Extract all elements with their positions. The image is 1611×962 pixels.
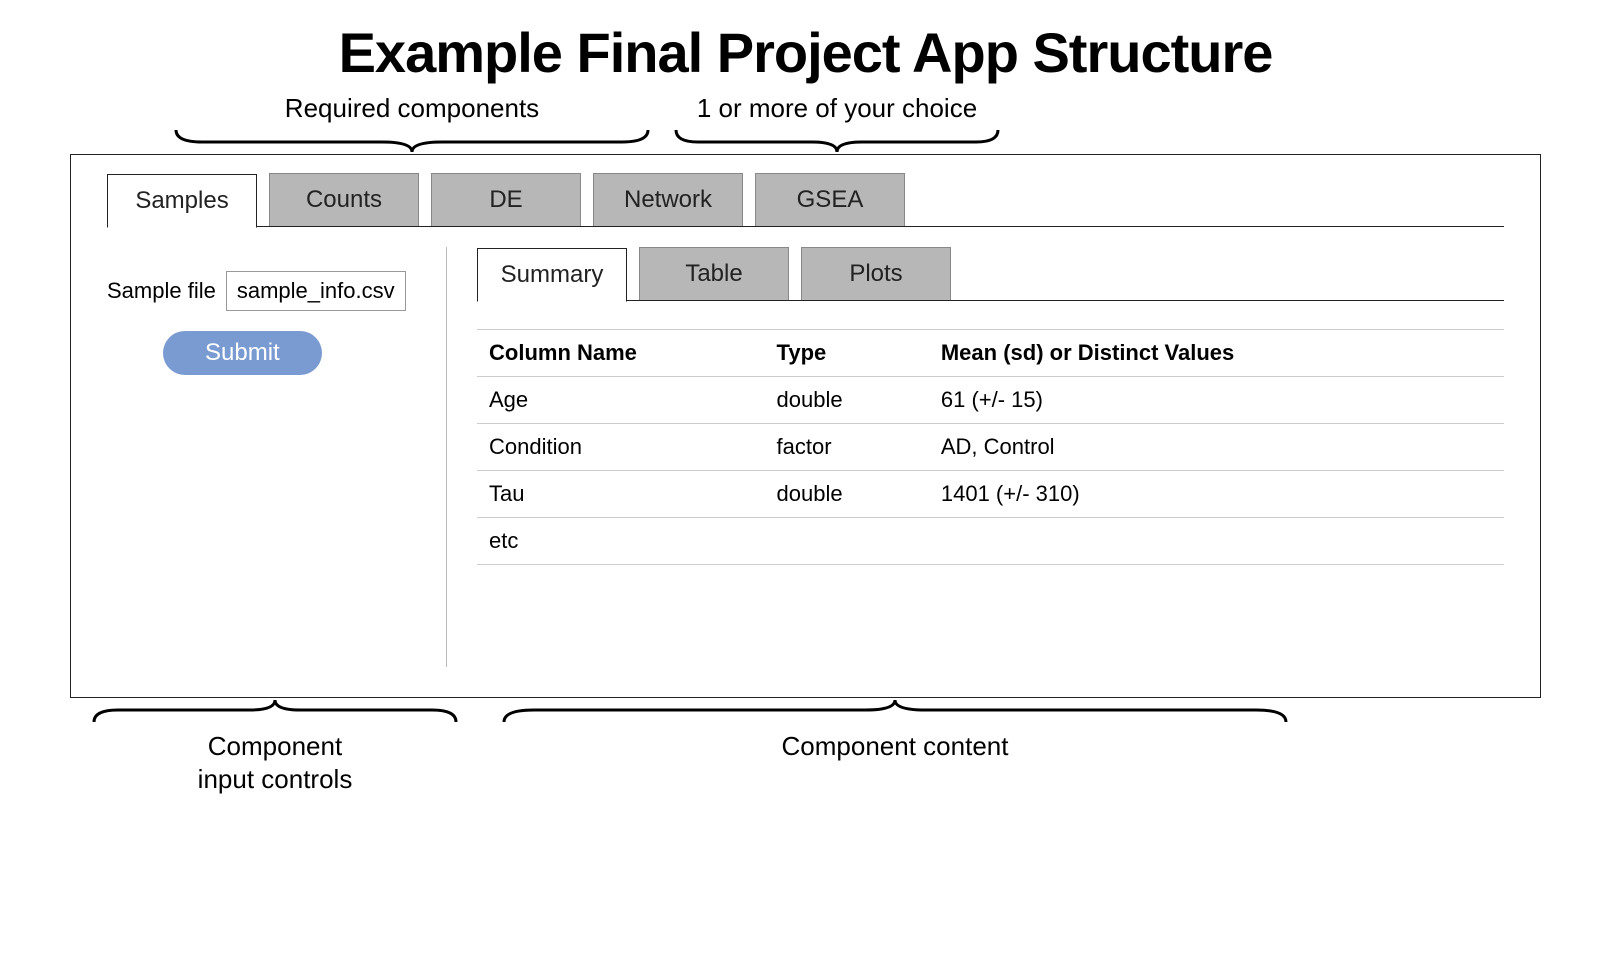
table-cell: AD, Control bbox=[929, 424, 1504, 471]
table-cell bbox=[765, 518, 929, 565]
brace-icon bbox=[500, 698, 1290, 726]
brace-icon bbox=[172, 126, 652, 154]
annotation-optional-label: 1 or more of your choice bbox=[672, 93, 1002, 124]
annotation-input-controls: Component input controls bbox=[90, 698, 460, 795]
input-controls-panel: Sample file Submit bbox=[107, 247, 447, 667]
table-row: Taudouble1401 (+/- 310) bbox=[477, 471, 1504, 518]
table-cell: 61 (+/- 15) bbox=[929, 377, 1504, 424]
subtab-summary[interactable]: Summary bbox=[477, 248, 627, 302]
annotation-component-content-label: Component content bbox=[500, 730, 1290, 763]
file-input-label: Sample file bbox=[107, 278, 216, 304]
bottom-annotations: Component input controls Component conte… bbox=[70, 698, 1541, 795]
table-row: ConditionfactorAD, Control bbox=[477, 424, 1504, 471]
subtab-plots[interactable]: Plots bbox=[801, 247, 951, 300]
table-row: Agedouble61 (+/- 15) bbox=[477, 377, 1504, 424]
submit-button[interactable]: Submit bbox=[163, 331, 322, 375]
table-cell: 1401 (+/- 310) bbox=[929, 471, 1504, 518]
page-title: Example Final Project App Structure bbox=[60, 20, 1551, 85]
content-panel: SummaryTablePlots Column NameTypeMean (s… bbox=[477, 247, 1504, 667]
tab-network[interactable]: Network bbox=[593, 173, 743, 226]
tab-samples[interactable]: Samples bbox=[107, 174, 257, 228]
table-cell: etc bbox=[477, 518, 765, 565]
table-cell: factor bbox=[765, 424, 929, 471]
top-tabs: SamplesCountsDENetworkGSEA bbox=[107, 173, 1504, 227]
table-header: Type bbox=[765, 330, 929, 377]
brace-icon bbox=[672, 126, 1002, 154]
tab-gsea[interactable]: GSEA bbox=[755, 173, 905, 226]
summary-table: Column NameTypeMean (sd) or Distinct Val… bbox=[477, 329, 1504, 565]
annotation-required-label: Required components bbox=[172, 93, 652, 124]
file-input[interactable] bbox=[226, 271, 406, 311]
annotation-input-controls-label: Component input controls bbox=[90, 730, 460, 795]
table-cell: double bbox=[765, 471, 929, 518]
table-cell bbox=[929, 518, 1504, 565]
table-cell: Age bbox=[477, 377, 765, 424]
annotation-component-content: Component content bbox=[500, 698, 1290, 795]
tab-de[interactable]: DE bbox=[431, 173, 581, 226]
file-input-row: Sample file bbox=[107, 271, 426, 311]
table-header: Column Name bbox=[477, 330, 765, 377]
top-annotations: Required components 1 or more of your ch… bbox=[110, 93, 1501, 154]
table-cell: double bbox=[765, 377, 929, 424]
app-frame: SamplesCountsDENetworkGSEA Sample file S… bbox=[70, 154, 1541, 698]
tab-counts[interactable]: Counts bbox=[269, 173, 419, 226]
body-split: Sample file Submit SummaryTablePlots Col… bbox=[107, 247, 1504, 667]
table-cell: Tau bbox=[477, 471, 765, 518]
brace-icon bbox=[90, 698, 460, 726]
sub-tabs: SummaryTablePlots bbox=[477, 247, 1504, 301]
table-cell: Condition bbox=[477, 424, 765, 471]
table-row: etc bbox=[477, 518, 1504, 565]
annotation-optional: 1 or more of your choice bbox=[672, 93, 1002, 154]
annotation-required: Required components bbox=[172, 93, 652, 154]
subtab-table[interactable]: Table bbox=[639, 247, 789, 300]
table-header: Mean (sd) or Distinct Values bbox=[929, 330, 1504, 377]
